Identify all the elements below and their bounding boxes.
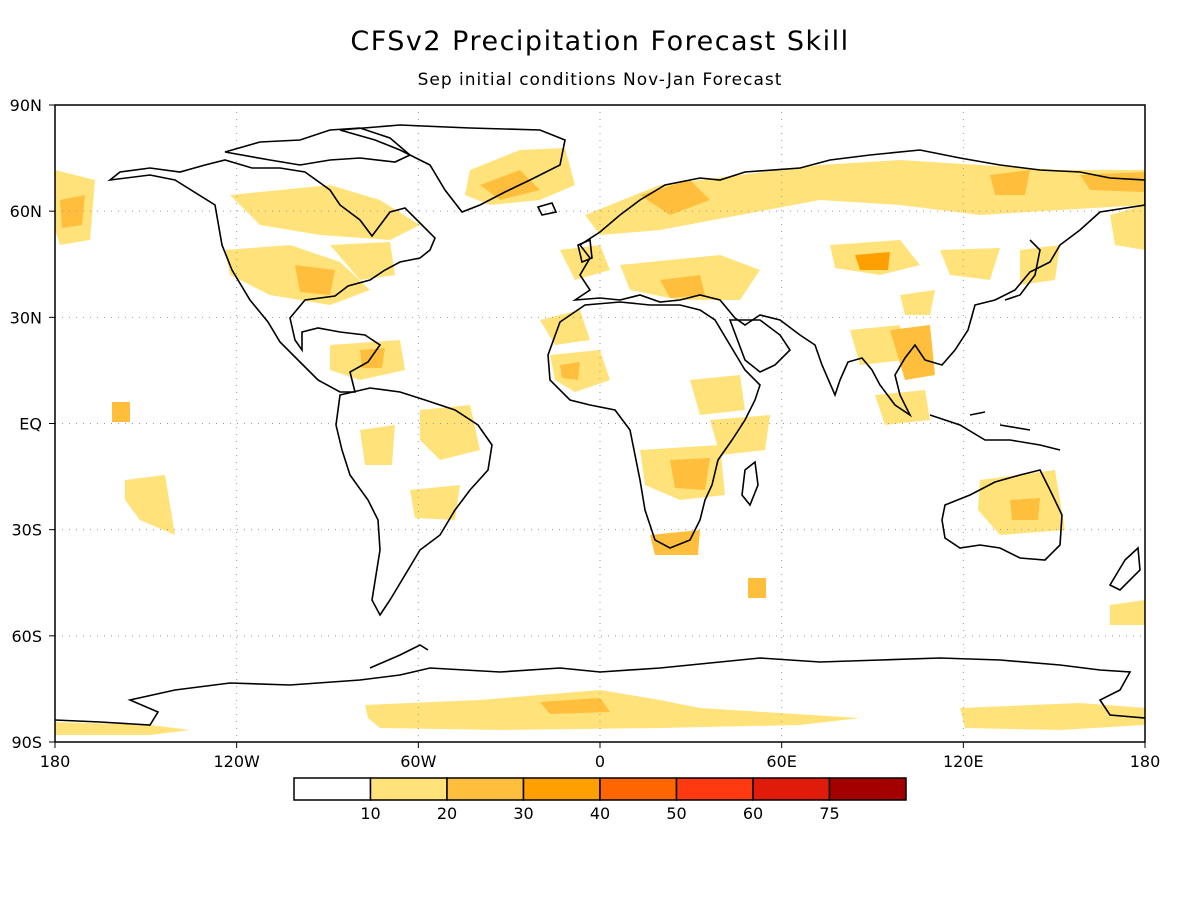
legend-swatch [293,777,372,801]
lon-label: 60W [400,752,436,771]
skill-patch [112,402,130,422]
skill-patch [60,195,85,228]
legend-label: 50 [666,804,686,823]
skill-patch [855,252,890,270]
longitude-ticks: 180 120W 60W 0 60E 120E 180 [40,742,1161,771]
coastline-arabia [728,319,792,373]
coastline-antarctica [55,657,1145,726]
skill-patch [1110,205,1145,250]
skill-patch [650,530,700,555]
coastline-eurasia [571,149,1145,418]
coastline-madagascar [741,460,759,507]
skill-patch [55,722,190,735]
lon-label: 60E [766,752,796,771]
skill-patch [960,703,1145,730]
lat-label: 90N [10,96,42,115]
skill-patch [1010,498,1040,520]
legend-label: 60 [743,804,763,823]
skill-patch [230,185,420,240]
lon-label: 120E [943,752,984,771]
skill-patch [125,475,175,535]
skill-patch [670,458,710,490]
skill-patch [365,690,860,730]
legend-label: 10 [360,804,380,823]
legend-swatch [752,777,831,801]
lon-label: 180 [1130,752,1161,771]
legend-swatch [522,777,601,801]
skill-shading-layer [55,148,1145,735]
lat-label: 90S [11,733,42,752]
lat-label: 30N [10,308,42,327]
skill-patch [540,310,590,345]
color-legend: 10 20 30 40 50 60 75 [293,777,907,823]
lat-label: 60S [11,627,42,646]
coastlines [55,124,1145,726]
skill-patch [560,362,580,380]
skill-patch [710,415,770,455]
chart-subtitle: Sep initial conditions Nov-Jan Forecast [417,70,783,90]
lon-label: 0 [595,752,605,771]
coastline-new-zealand [1108,546,1141,591]
legend-label: 30 [513,804,533,823]
skill-patch [295,265,335,295]
skill-patch [560,245,610,280]
skill-patch [890,325,935,380]
lon-label: 120W [213,752,260,771]
lat-label: EQ [19,415,42,434]
skill-patch [660,275,705,298]
skill-patch [1080,172,1145,192]
coastline-africa [547,301,761,549]
coastline-british-isles [577,238,593,264]
coastline-iceland [536,202,558,216]
skill-patch [748,578,766,598]
skill-patch [540,698,610,714]
legend-swatch [446,777,525,801]
skill-patch [410,485,460,520]
legend-swatch [599,777,678,801]
legend-label: 75 [819,804,839,823]
legend-label: 40 [590,804,610,823]
coastline-south-america [335,387,493,617]
skill-patch [940,248,1000,280]
skill-patch [330,242,395,280]
skill-patch [900,290,935,315]
coastline-north-america [107,159,436,393]
lon-label: 180 [40,752,71,771]
lat-label: 60N [10,202,42,221]
coastline-arctic-islands [224,127,412,166]
skill-patch [1020,245,1060,285]
legend-swatch [828,777,907,801]
skill-patch [875,390,930,425]
lat-label: 30S [11,521,42,540]
coastline-japan [1004,239,1041,301]
skill-patch [690,375,745,415]
skill-patch [640,180,710,215]
chart-title: CFSv2 Precipitation Forecast Skill [350,26,850,57]
legend-label: 20 [437,804,457,823]
skill-patch [360,425,395,465]
skill-patch [1110,600,1145,625]
coastline-greenland [339,124,566,213]
skill-patch [480,170,540,200]
coastline-australia [941,469,1063,561]
legend-swatch [675,777,754,801]
skill-patch [990,170,1030,195]
skill-patch [850,325,905,365]
latitude-ticks: 90N 60N 30N EQ 30S 60S 90S [10,96,55,752]
legend-swatch [369,777,448,801]
skill-patch [550,350,610,392]
coastline-antarctic-peninsula [369,644,429,669]
coastline-indonesia [929,411,1061,451]
skill-patch [420,405,480,460]
